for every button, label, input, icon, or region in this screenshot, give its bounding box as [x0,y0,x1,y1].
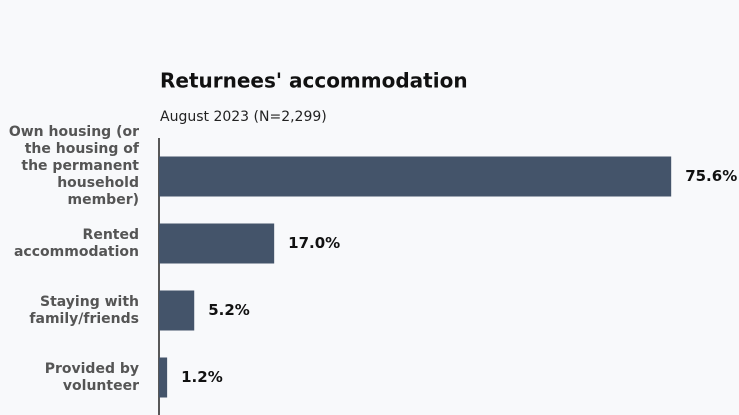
bar [159,156,672,197]
value-label: 17.0% [288,234,340,252]
category-label: Provided by volunteer [44,360,139,394]
bar [159,290,195,331]
chart-title: Returnees' accommodation [160,69,468,93]
bar [159,357,168,398]
category-label: Rented accommodation [13,226,139,260]
value-label: 5.2% [208,301,250,319]
category-label: Own housing (or the housing of the perma… [8,124,139,208]
category-label: Staying with family/friends [29,293,139,327]
chart-subtitle: August 2023 (N=2,299) [160,109,327,125]
value-label: 1.2% [181,368,223,386]
value-label: 75.6% [685,167,737,185]
bar [159,223,275,264]
